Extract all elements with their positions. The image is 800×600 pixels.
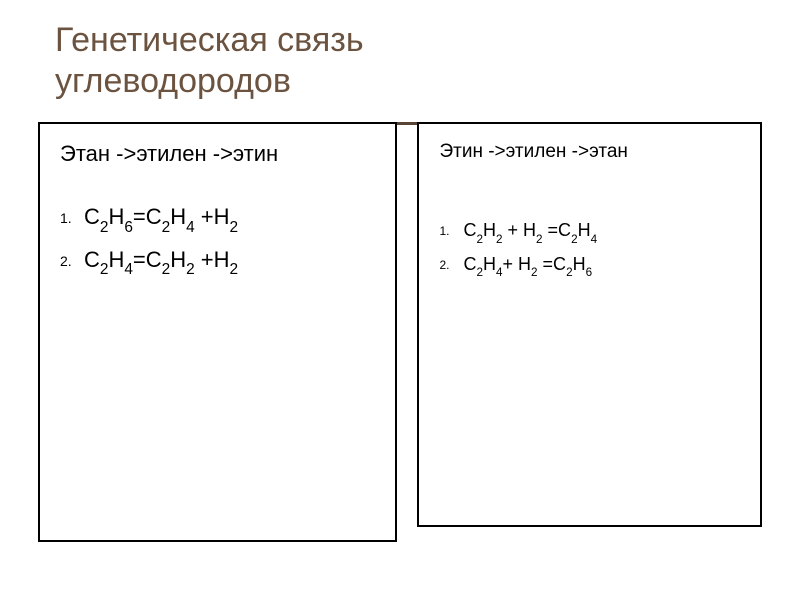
right-box: Этин ->этилен ->этан С2Н2 + Н2 =С2Н4 С2Н… [417,122,762,527]
reaction-item: С2Н4=С2Н2 +Н2 [60,247,375,277]
content-area: Этан ->этилен ->этин С2Н6=С2Н4 +Н2 С2Н4=… [0,122,800,542]
reaction-item: С2Н2 + Н2 =С2Н4 [439,220,740,244]
reaction-item: С2Н4+ Н2 =С2Н6 [439,254,740,278]
title-line-1: Генетическая связь [55,21,364,59]
title-container: Генетическая связь углеводородов [0,0,800,117]
right-subtitle: Этин ->этилен ->этан [439,139,740,166]
left-subtitle: Этан ->этилен ->этин [60,139,375,170]
right-reaction-list: С2Н2 + Н2 =С2Н4 С2Н4+ Н2 =С2Н6 [439,220,740,277]
slide-title: Генетическая связь углеводородов [55,20,760,102]
left-reaction-list: С2Н6=С2Н4 +Н2 С2Н4=С2Н2 +Н2 [60,204,375,277]
left-box: Этан ->этилен ->этин С2Н6=С2Н4 +Н2 С2Н4=… [38,122,397,542]
reaction-item: С2Н6=С2Н4 +Н2 [60,204,375,234]
title-line-2: углеводородов [55,62,291,100]
